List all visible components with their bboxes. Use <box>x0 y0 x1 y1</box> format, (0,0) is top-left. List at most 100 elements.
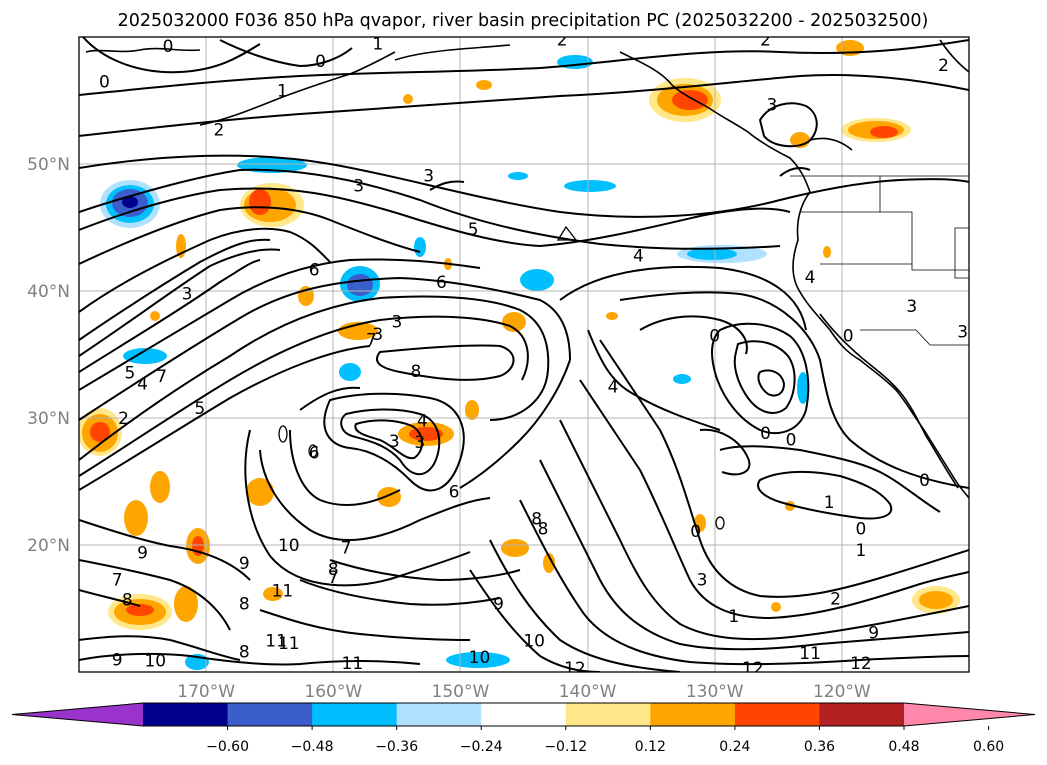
colorbar-tick-label: 0.36 <box>804 739 835 755</box>
contour-line <box>299 579 501 606</box>
contour-label: 1 <box>277 81 288 101</box>
shade-neg <box>414 237 426 257</box>
contour-label: 9 <box>137 544 148 564</box>
colorbar-outline <box>11 702 1036 727</box>
contour-label: 6 <box>309 260 320 280</box>
contour-line <box>599 339 969 598</box>
contour-label: 1 <box>856 541 867 561</box>
contour-line <box>587 329 721 431</box>
contour-line <box>323 392 465 492</box>
contour-label: 6 <box>436 273 447 293</box>
contour-line <box>259 449 491 541</box>
chart-title: 2025032000 F036 850 hPa qvapor, river ba… <box>118 11 929 31</box>
shade-pos <box>502 312 526 332</box>
contour-line <box>779 167 811 177</box>
x-tick-label: 150°W <box>432 682 490 702</box>
shade-neg <box>508 172 528 180</box>
contour-label: 1 <box>372 34 383 54</box>
contour-label: 0 <box>786 431 797 451</box>
colorbar <box>11 702 1036 727</box>
contour-label: 8 <box>328 560 339 580</box>
contour-label: 2 <box>213 121 224 141</box>
colorbar-segment <box>227 703 313 726</box>
contour-label: 12 <box>850 654 872 674</box>
pc-shading <box>79 40 960 670</box>
shade-pos <box>246 478 274 506</box>
contour-line <box>710 322 810 435</box>
shade-pos <box>124 500 148 536</box>
contour-line <box>79 238 271 341</box>
contour-line <box>79 206 421 265</box>
contour-label: 4 <box>608 377 619 397</box>
coastline-baja <box>819 313 959 489</box>
x-tick-label: 120°W <box>813 682 871 702</box>
contour-line <box>340 408 441 475</box>
contour-label: 3 <box>372 325 383 345</box>
shade-neg <box>520 269 554 291</box>
colorbar-tick-labels: −0.60 −0.48 −0.36 −0.24 −0.12 0.12 0.24 0.36 0.4… <box>206 726 1004 755</box>
y-tick-label: 40°N <box>27 282 70 302</box>
contour-line <box>79 295 550 461</box>
contour-line <box>699 428 751 476</box>
contour-label: 11 <box>265 631 287 651</box>
border-us-mexico <box>860 329 969 346</box>
contour-label: 0 <box>856 519 867 539</box>
colorbar-tick-label: −0.24 <box>460 739 503 755</box>
contour-label: 3 <box>391 312 402 332</box>
contour-label: 8 <box>239 594 250 614</box>
contour-label: 8 <box>411 362 422 382</box>
contour-line <box>375 344 515 381</box>
border-state-box <box>954 227 969 279</box>
shade-pos <box>919 591 953 609</box>
contour-label: 6 <box>449 483 460 503</box>
x-tick-label: 130°W <box>686 682 744 702</box>
contour-line <box>79 277 571 421</box>
shade-neg <box>339 363 361 381</box>
y-tick-label: 20°N <box>27 536 70 556</box>
colorbar-segment <box>650 703 736 726</box>
contour-line <box>733 340 796 414</box>
contour-label: 0 <box>690 522 701 542</box>
contour-line <box>79 187 791 247</box>
contour-label: 11 <box>799 644 821 664</box>
map-frame <box>78 36 970 673</box>
contour-label: 8 <box>239 643 250 663</box>
colorbar-tick-label: −0.60 <box>206 739 249 755</box>
contour-label: 0 <box>760 424 771 444</box>
contour-line <box>759 102 818 148</box>
colorbar-segment <box>143 703 229 726</box>
contour-line <box>619 291 969 489</box>
contour-label: 3 <box>767 95 778 115</box>
contour-label: 0 <box>315 52 326 72</box>
contour-line <box>489 539 681 672</box>
contour-label: 0 <box>709 326 720 346</box>
contour-line <box>79 73 969 137</box>
shade-neg <box>797 372 809 404</box>
contour-label: 0 <box>843 326 854 346</box>
contour-label: 4 <box>137 375 148 395</box>
contour-label: 9 <box>239 554 250 574</box>
contour-label: 4 <box>633 246 644 266</box>
contour-line <box>79 154 969 218</box>
contour-line <box>79 227 331 313</box>
island <box>715 516 725 530</box>
contour-line <box>559 419 969 641</box>
contour-line <box>429 180 465 191</box>
contour-line <box>79 248 281 357</box>
shade-pos <box>543 553 555 573</box>
contour-label: 12 <box>564 659 586 679</box>
contour-line <box>244 429 471 587</box>
contour-label: 3 <box>353 177 364 197</box>
colorbar-tick-label: −0.48 <box>291 739 334 755</box>
contour-line <box>719 445 941 513</box>
gridlines <box>79 37 969 672</box>
contour-line <box>219 39 353 67</box>
colorbar-segment <box>819 703 905 726</box>
contour-label: 2 <box>938 56 949 76</box>
contour-label: 2 <box>557 31 568 51</box>
contour-line <box>79 258 481 391</box>
colorbar-tick-label: 0.48 <box>888 739 919 755</box>
contour-label: 7 <box>366 330 377 350</box>
